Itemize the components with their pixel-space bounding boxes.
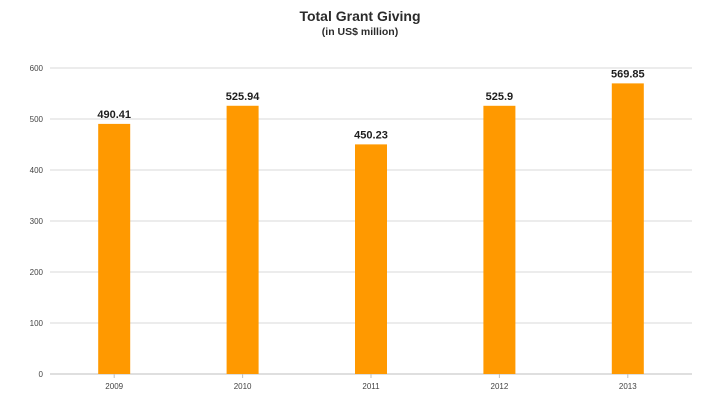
bar-2009	[98, 123, 131, 374]
data-label-2010: 525.94	[226, 91, 261, 103]
y-tick-label: 600	[30, 64, 44, 73]
bar-2011	[355, 144, 387, 374]
x-axis-tick-labels: 2009 2010 2011 2012 2013	[105, 382, 637, 391]
x-tick-label: 2013	[619, 382, 637, 391]
chart-title: Total Grant Giving	[299, 8, 421, 24]
data-label-2011: 450.23	[354, 129, 388, 141]
y-tick-label: 500	[30, 115, 44, 124]
x-tick-label: 2011	[362, 382, 380, 391]
x-tick-label: 2010	[234, 382, 252, 391]
y-axis-tick-labels: 0 100 200 300 400 500 600	[30, 64, 44, 379]
x-tick-label: 2009	[105, 382, 123, 391]
chart-subtitle: (in US$ million)	[321, 26, 399, 38]
bar-2010	[226, 105, 259, 374]
gridlines	[50, 67, 692, 378]
data-labels: 490.41 525.94 450.23 525.9 569.85	[97, 68, 644, 141]
y-tick-label: 300	[30, 217, 44, 226]
x-tick-label: 2012	[491, 382, 509, 391]
y-tick-label: 0	[39, 370, 44, 379]
y-tick-label: 200	[30, 268, 44, 277]
bar-2013	[611, 83, 644, 375]
bar-2012	[483, 105, 516, 374]
y-tick-label: 400	[30, 166, 44, 175]
data-label-2013: 569.85	[611, 68, 645, 80]
y-tick-label: 100	[30, 319, 44, 328]
data-label-2009: 490.41	[97, 109, 131, 121]
data-label-2012: 525.9	[486, 91, 514, 103]
bars	[98, 83, 644, 375]
